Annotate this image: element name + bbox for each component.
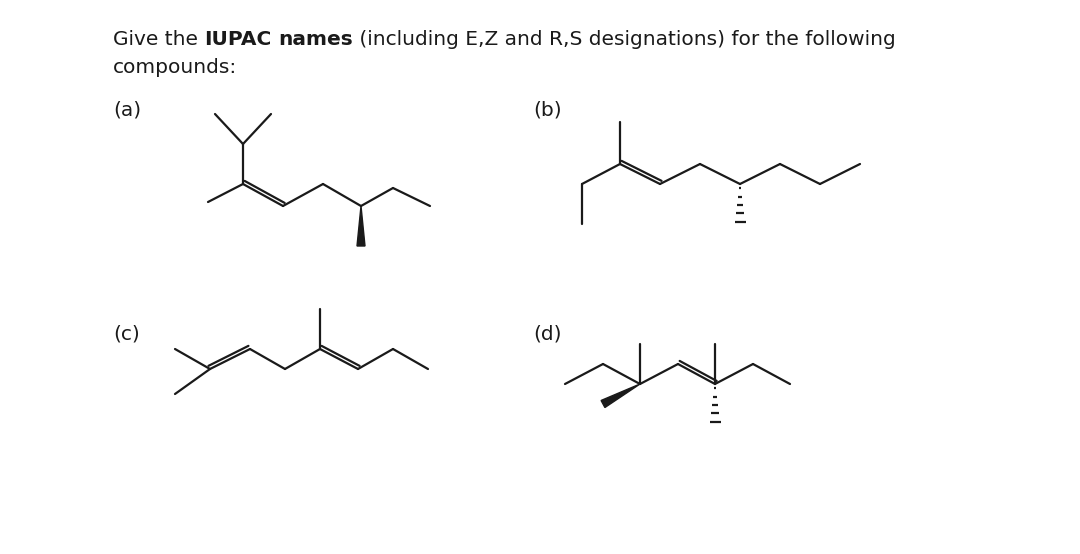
- Text: compounds:: compounds:: [113, 58, 238, 77]
- Text: (b): (b): [534, 100, 562, 119]
- Text: (c): (c): [113, 324, 139, 343]
- Polygon shape: [357, 206, 365, 246]
- Text: IUPAC: IUPAC: [204, 30, 272, 49]
- Text: (d): (d): [534, 324, 562, 343]
- Text: (a): (a): [113, 100, 141, 119]
- Polygon shape: [602, 384, 640, 408]
- Text: names: names: [278, 30, 353, 49]
- Text: Give the: Give the: [113, 30, 204, 49]
- Text: (including E,Z and R,S designations) for the following: (including E,Z and R,S designations) for…: [353, 30, 895, 49]
